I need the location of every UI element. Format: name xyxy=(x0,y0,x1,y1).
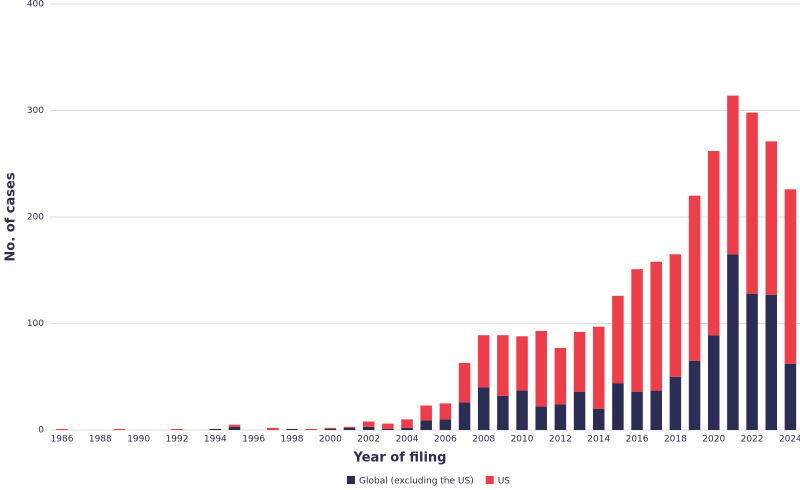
bar-segment xyxy=(324,428,337,430)
x-tick-label: 2006 xyxy=(434,435,457,445)
x-tick-label: 2018 xyxy=(664,435,687,445)
bar-segment xyxy=(209,428,222,430)
x-tick-label: 2016 xyxy=(626,435,649,445)
y-tick-label: 200 xyxy=(27,213,44,223)
bar-segment xyxy=(343,426,356,428)
bar-segment xyxy=(688,195,701,361)
x-tick-label: 1996 xyxy=(242,435,265,445)
bar-segment xyxy=(171,428,183,430)
bar-segment xyxy=(497,335,509,396)
bar-segment xyxy=(382,428,394,430)
x-tick-label: 1986 xyxy=(51,435,74,445)
bar-segment xyxy=(746,293,758,430)
bar-segment xyxy=(401,427,413,430)
bar-segment xyxy=(784,363,797,430)
bar-segment xyxy=(228,424,241,427)
bar-segment xyxy=(477,387,490,430)
bar-segment xyxy=(362,426,375,430)
bar-segment xyxy=(535,406,547,430)
bar-segment xyxy=(267,427,279,430)
bar-segment xyxy=(707,150,720,336)
bar-segment xyxy=(362,421,375,427)
x-tick-label: 1994 xyxy=(204,435,227,445)
bar-segment xyxy=(382,423,394,429)
y-tick-label: 0 xyxy=(38,426,44,436)
legend-label: Global (excluding the US) xyxy=(359,477,474,487)
x-tick-label: 1998 xyxy=(281,435,304,445)
bar-segment xyxy=(497,395,509,430)
x-tick-label: 2008 xyxy=(472,435,495,445)
bar-segment xyxy=(458,402,471,430)
bar-segment xyxy=(535,330,547,407)
bar-segment xyxy=(688,360,701,430)
bar-segment xyxy=(746,112,758,294)
bar-segment xyxy=(727,95,739,255)
bar-segment xyxy=(650,261,662,391)
bar-segment xyxy=(477,335,490,388)
x-tick-label: 2012 xyxy=(549,435,572,445)
x-tick-label: 2022 xyxy=(741,435,764,445)
bar-segment xyxy=(612,295,624,384)
bar-segment xyxy=(669,254,682,377)
bar-segment xyxy=(631,391,643,430)
bar-segment xyxy=(458,362,471,403)
bar-segment xyxy=(516,336,528,391)
bar-segment xyxy=(439,419,452,430)
x-tick-label: 2004 xyxy=(396,435,419,445)
bar-segment xyxy=(286,428,298,430)
bar-segment xyxy=(573,391,586,430)
legend-swatch xyxy=(347,476,355,484)
bar-segment xyxy=(650,390,662,430)
bar-segment xyxy=(113,428,126,430)
bar-segment xyxy=(56,428,68,430)
x-axis-label: Year of filing xyxy=(353,451,447,466)
x-tick-label: 2024 xyxy=(779,435,800,445)
bar-segment xyxy=(573,332,586,392)
y-tick-label: 300 xyxy=(27,106,44,116)
x-tick-label: 2010 xyxy=(511,435,534,445)
bar-segment xyxy=(554,347,567,405)
bar-segment xyxy=(305,428,317,430)
x-tick-label: 1990 xyxy=(127,435,150,445)
bar-segment xyxy=(592,326,605,409)
x-tick-label: 2000 xyxy=(319,435,342,445)
x-tick-label: 2020 xyxy=(702,435,725,445)
bar-segment xyxy=(707,335,720,430)
bar-segment xyxy=(612,383,624,430)
y-axis-label: No. of cases xyxy=(4,172,19,261)
bar-segment xyxy=(727,254,739,430)
bar-segment xyxy=(420,420,432,430)
bar-segment xyxy=(669,376,682,430)
legend-swatch xyxy=(485,476,494,484)
legend-label: US xyxy=(498,477,511,487)
bar-segment xyxy=(343,427,356,430)
x-tick-label: 2002 xyxy=(357,435,380,445)
x-tick-label: 2014 xyxy=(587,435,610,445)
bar-segment xyxy=(324,427,337,429)
x-tick-label: 1988 xyxy=(89,435,112,445)
bar-segment xyxy=(554,404,567,430)
bar-segment xyxy=(516,390,528,430)
bar-segment xyxy=(401,419,413,428)
y-tick-label: 400 xyxy=(27,0,44,10)
bar-segment xyxy=(592,408,605,430)
bar-segment xyxy=(439,403,452,420)
y-tick-label: 100 xyxy=(27,319,44,329)
x-tick-label: 1992 xyxy=(166,435,189,445)
bar-segment xyxy=(228,426,241,430)
bar-segment xyxy=(420,405,432,421)
bar-segment xyxy=(784,189,797,364)
bar-segment xyxy=(765,141,777,295)
bar-segment xyxy=(765,294,777,430)
bar-segment xyxy=(631,269,643,392)
